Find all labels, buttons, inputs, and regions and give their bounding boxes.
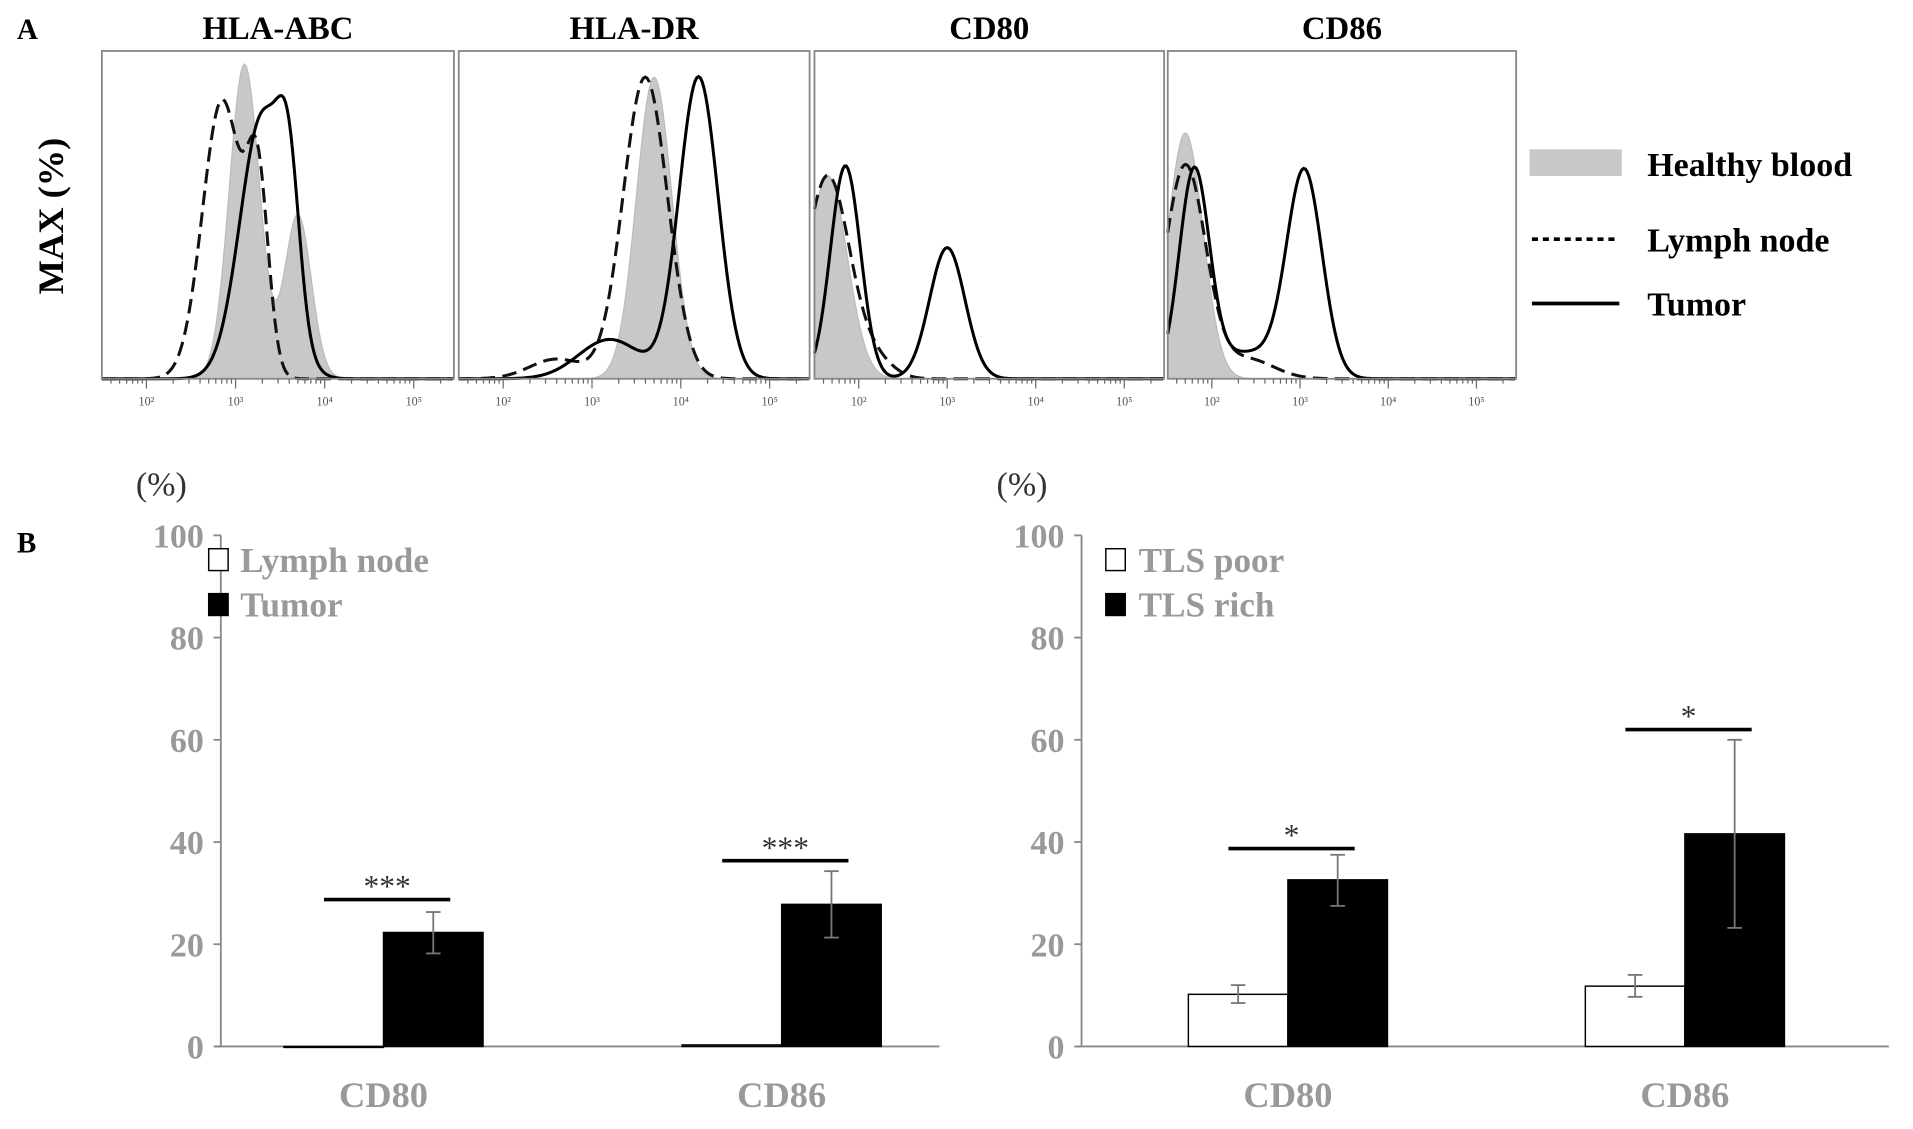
x-tick-label: 10³ — [939, 394, 955, 408]
legend-swatch — [207, 592, 229, 617]
histogram-panel-hla-dr: HLA-DR 10² 10³ 10⁴ 10⁵ — [457, 11, 811, 408]
bar-lymph-node — [681, 1044, 783, 1048]
x-tick-label: 10³ — [228, 394, 244, 408]
y-tick-label: 80 — [170, 621, 204, 658]
bar-chart-lymph-vs-tumor: (%) 0 20 40 60 80 100 Lymph node Tumor CD80 *** CD8… — [136, 466, 940, 1115]
legend-label: TLS rich — [1139, 586, 1275, 625]
category-label: CD86 — [737, 1075, 826, 1115]
legend-swatch — [1105, 547, 1126, 572]
legend-label: Lymph node — [1647, 222, 1829, 259]
x-tick-label: 10⁵ — [1468, 394, 1484, 408]
x-tick-label: 10⁴ — [316, 394, 332, 408]
histogram-title: HLA-ABC — [202, 11, 353, 47]
y-tick-label: 40 — [170, 825, 204, 862]
legend-swatch — [207, 547, 229, 572]
histogram-legend: Healthy blood Lymph node Tumor — [1529, 147, 1852, 324]
lymph-node-histogram — [812, 173, 1164, 381]
healthy-blood-histogram — [101, 63, 454, 380]
bar-tls-rich — [1287, 879, 1389, 1048]
y-tick-label: 0 — [1048, 1030, 1065, 1067]
healthy-blood-histogram — [458, 76, 810, 380]
x-tick-label: 10² — [851, 394, 867, 408]
x-tick-label: 10⁵ — [406, 394, 422, 408]
significance-stars: *** — [762, 830, 809, 865]
histogram-panel-cd86: CD86 10² 10³ 10⁴ 10⁵ — [1166, 11, 1518, 408]
x-tick-label: 10⁵ — [761, 394, 777, 408]
x-tick-label: 10³ — [1292, 394, 1308, 408]
category-label: CD80 — [1243, 1075, 1332, 1115]
y-tick-label: 20 — [1031, 927, 1065, 964]
healthy-blood-histogram — [1167, 132, 1517, 380]
x-tick-label: 10⁴ — [1380, 394, 1396, 408]
category-label: CD86 — [1640, 1075, 1729, 1115]
significance-stars: *** — [363, 869, 410, 904]
y-tick-label: 20 — [170, 927, 204, 964]
legend-label: TLS poor — [1139, 541, 1285, 580]
histogram-frame — [1166, 50, 1518, 380]
y-axis-unit: (%) — [997, 466, 1048, 503]
significance-stars: * — [1284, 818, 1300, 853]
x-tick-label: 10² — [1204, 394, 1220, 408]
tumor-histogram — [812, 164, 1164, 381]
bar-chart-tls: (%) 0 20 40 60 80 100 TLS poor TLS rich CD80 * CD86… — [997, 466, 1889, 1115]
legend-label: Tumor — [240, 586, 342, 625]
x-tick-label: 10² — [495, 394, 511, 408]
panel-label-b: B — [17, 527, 36, 559]
histogram-panel-cd80: CD80 10² 10³ 10⁴ 10⁵ — [812, 11, 1166, 408]
legend-label: Tumor — [1647, 287, 1746, 324]
histogram-title: CD86 — [1302, 11, 1382, 47]
y-tick-label: 60 — [1031, 723, 1065, 760]
x-tick-label: 10⁴ — [673, 394, 689, 408]
y-tick-label: 100 — [153, 519, 204, 556]
legend-swatch-healthy — [1529, 149, 1622, 177]
y-tick-label: 40 — [1031, 825, 1065, 862]
y-tick-label: 0 — [187, 1030, 204, 1067]
histogram-frame — [813, 50, 1166, 380]
legend-label: Healthy blood — [1647, 147, 1852, 184]
panel-label-a: A — [17, 14, 38, 46]
y-tick-label: 80 — [1031, 621, 1065, 658]
histogram-title: CD80 — [949, 11, 1029, 47]
x-tick-label: 10² — [139, 394, 155, 408]
y-tick-label: 100 — [1014, 519, 1065, 556]
histogram-title: HLA-DR — [570, 11, 700, 47]
legend-label: Lymph node — [240, 541, 429, 580]
y-tick-label: 60 — [170, 723, 204, 760]
x-tick-label: 10⁴ — [1028, 394, 1044, 408]
bar-lymph-node — [283, 1045, 385, 1049]
histogram-y-label: MAX (%) — [31, 138, 71, 295]
category-label: CD80 — [339, 1075, 428, 1115]
healthy-blood-histogram — [813, 175, 1165, 380]
x-tick-label: 10³ — [584, 394, 600, 408]
x-tick-label: 10⁵ — [1116, 394, 1132, 408]
y-axis-unit: (%) — [136, 466, 187, 503]
histogram-panel-hla-abc: HLA-ABC 10² 10³ 10⁴ 10⁵ — [100, 11, 455, 408]
significance-stars: * — [1681, 699, 1697, 734]
legend-swatch — [1105, 592, 1126, 617]
